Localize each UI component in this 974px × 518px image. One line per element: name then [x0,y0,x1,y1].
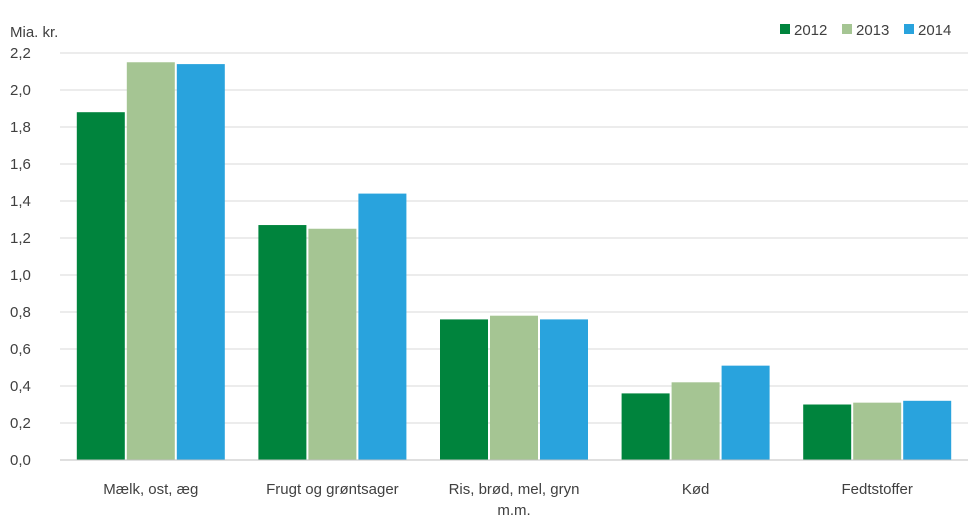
y-tick-label: 0,4 [10,378,31,395]
x-category-label: Fedtstoffer [841,481,912,498]
bar-2014 [358,193,407,460]
legend-label: 2013 [856,22,889,39]
bar-2012 [803,404,852,460]
bar-2012 [440,319,488,460]
legend-label: 2014 [918,22,951,39]
y-tick-label: 0,0 [10,452,31,469]
x-category-label: Ris, brød, mel, gryn [449,481,580,498]
bar-2014 [540,319,588,460]
bar-2012 [76,112,125,460]
y-tick-label: 0,8 [10,304,31,321]
legend-label: 2012 [794,22,827,39]
y-tick-label: 0,6 [10,341,31,358]
x-category-label: Kød [682,481,710,498]
legend-swatch [842,24,852,34]
y-tick-label: 1,8 [10,119,31,136]
y-tick-label: 2,2 [10,45,31,62]
x-category-label: Mælk, ost, æg [103,481,198,498]
x-axis-labels: Mælk, ost, æg Frugt og grøntsager Ris, brø… [103,481,913,518]
bar-2013 [853,402,902,460]
x-category-label: Frugt og grøntsager [266,481,399,498]
y-tick-label: 2,0 [10,82,31,99]
bar-2014 [721,365,770,460]
bar-2013 [671,382,720,460]
legend-swatch [780,24,790,34]
y-tick-label: 1,4 [10,193,31,210]
bars [76,62,952,460]
y-axis-ticks: 0,0 0,2 0,4 0,6 0,8 1,0 1,2 1,4 1,6 1,8 2,0 2,2 [10,45,31,469]
bar-2014 [176,64,225,460]
x-category-label: m.m. [497,502,530,518]
y-tick-label: 1,6 [10,156,31,173]
y-tick-label: 0,2 [10,415,31,432]
bar-2012 [258,225,307,460]
y-tick-label: 1,2 [10,230,31,247]
legend: 2012 2013 2014 [780,22,951,39]
bar-2014 [903,400,952,460]
bar-2012 [621,393,670,460]
bar-2013 [490,315,538,460]
bar-2013 [308,228,357,460]
legend-swatch [904,24,914,34]
bar-2013 [126,62,175,460]
y-axis-unit-label: Mia. kr. [10,24,58,41]
y-tick-label: 1,0 [10,267,31,284]
